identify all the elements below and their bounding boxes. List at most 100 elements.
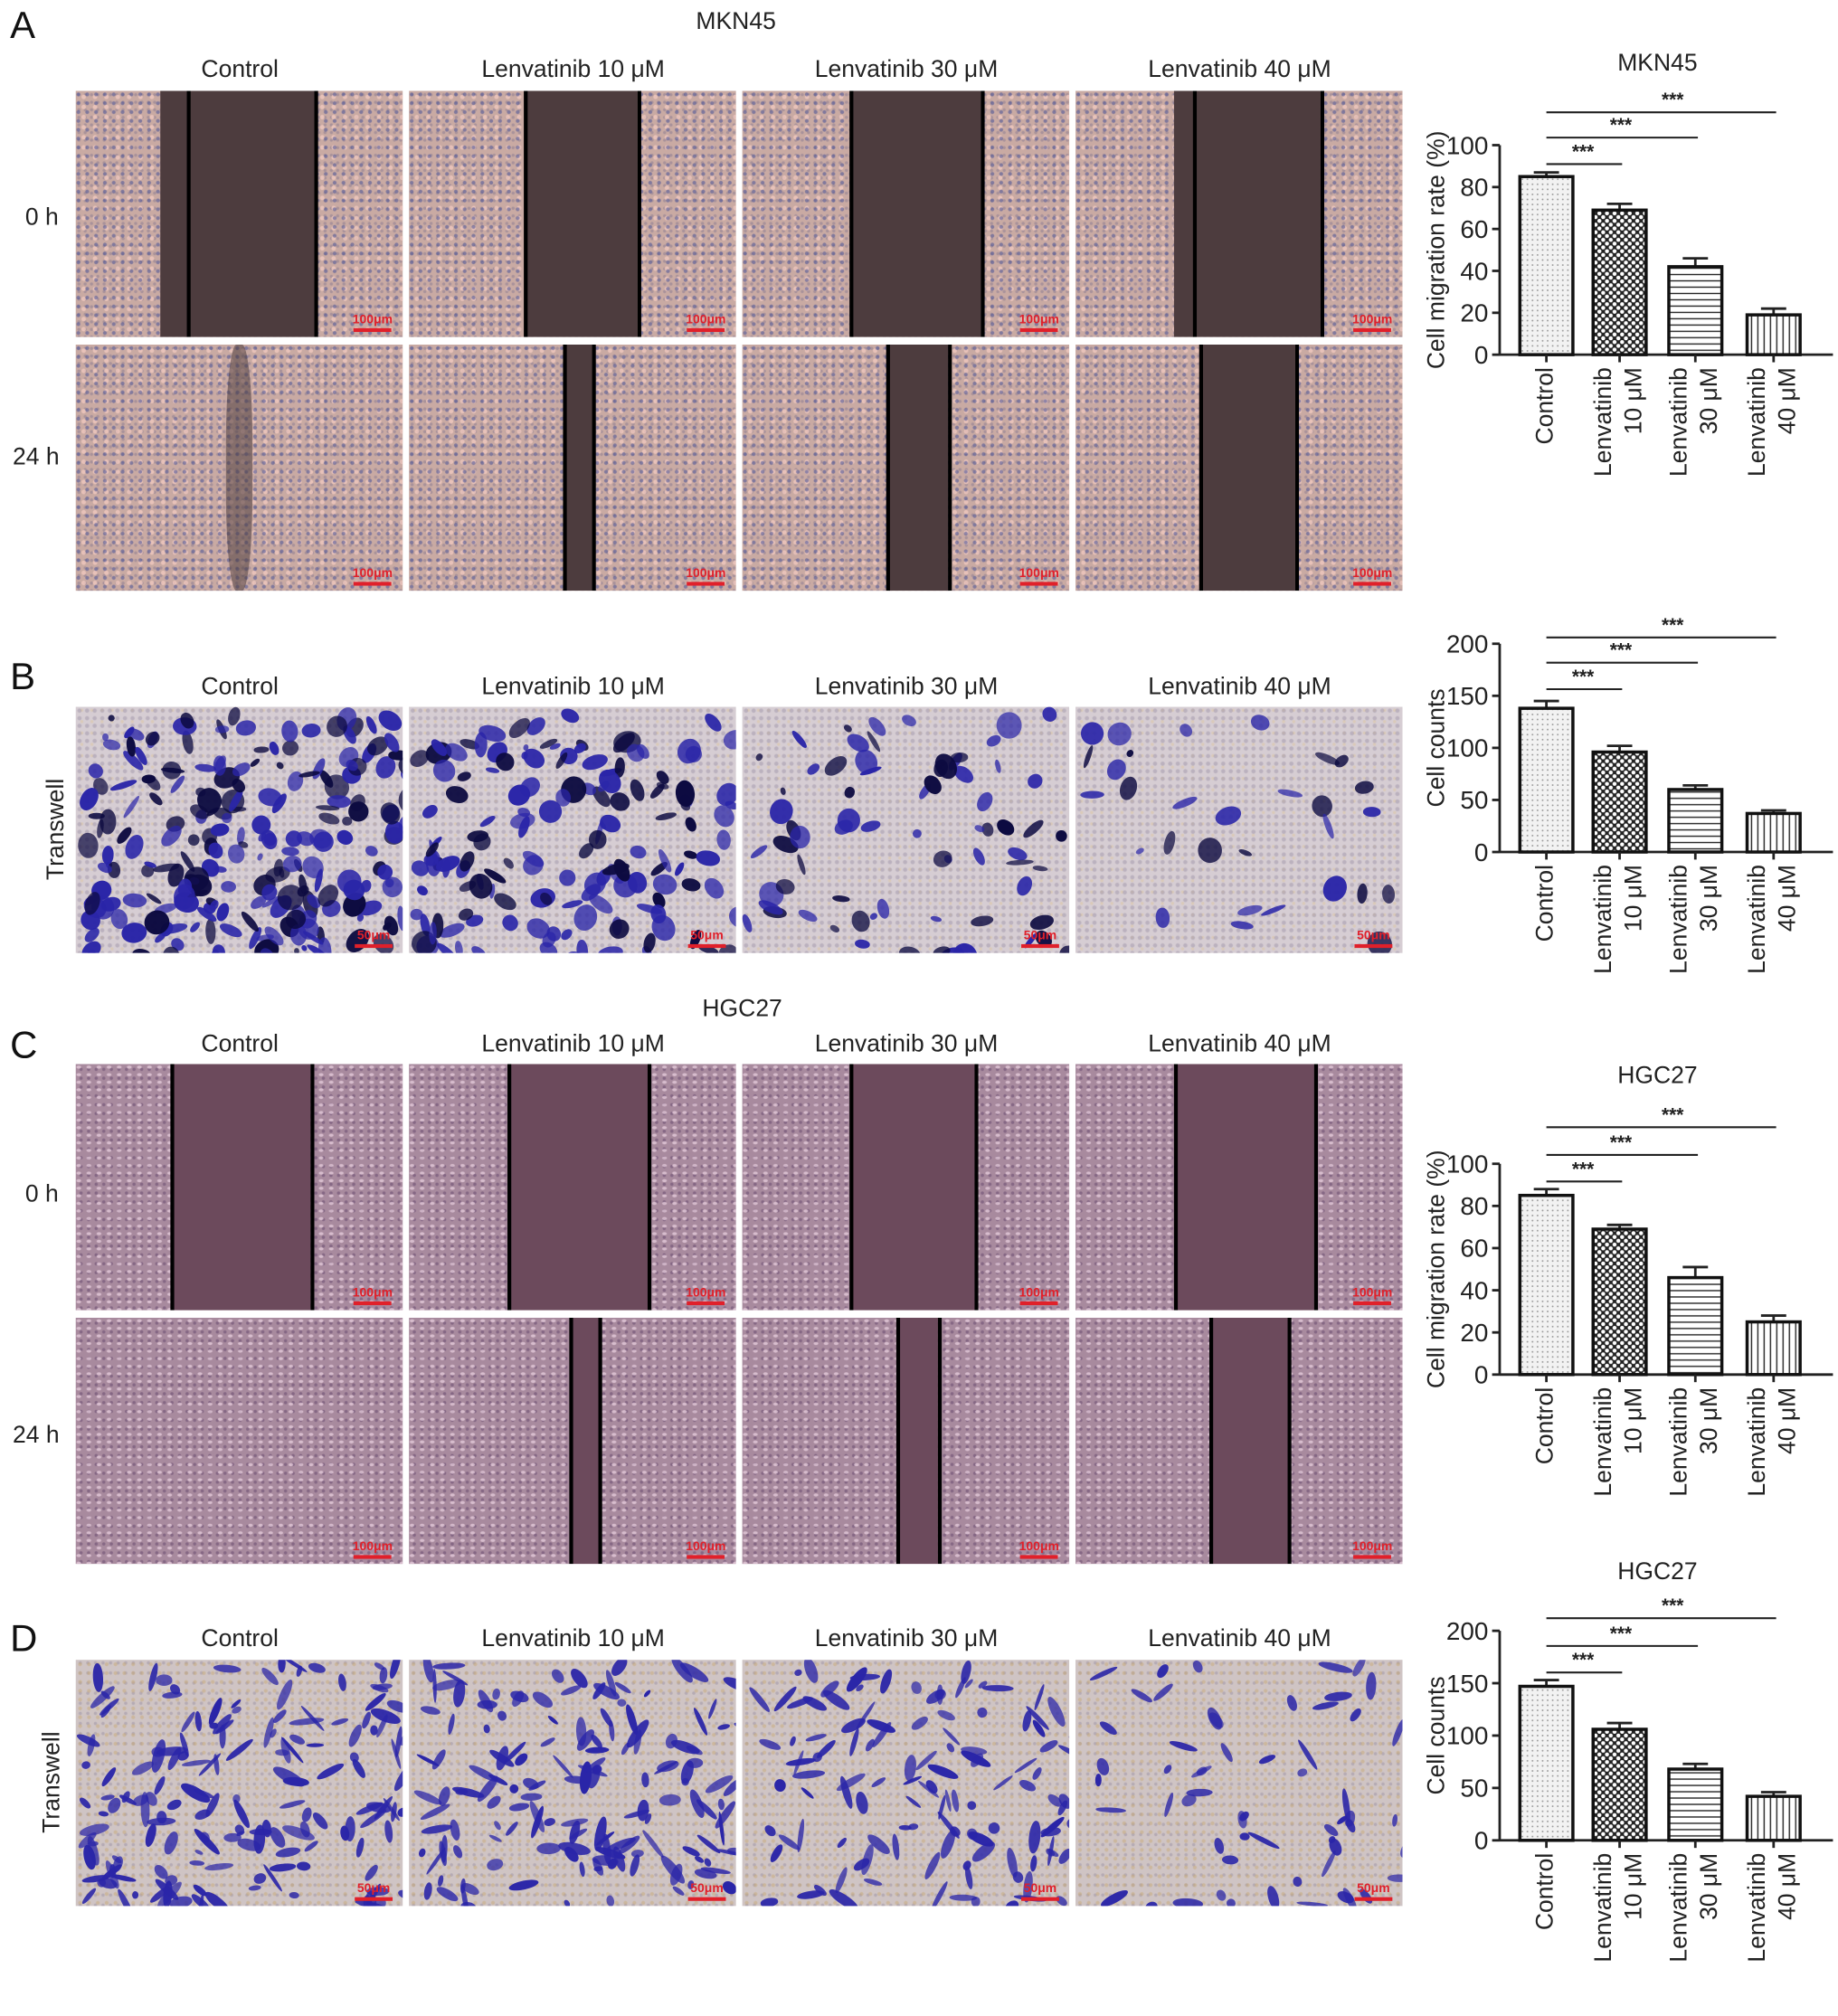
stained-cell [296, 1861, 310, 1871]
stained-cell [1353, 781, 1374, 796]
stained-cell [1312, 1700, 1338, 1712]
stained-cell [78, 832, 99, 858]
bar [1593, 1729, 1646, 1841]
scale-bar-line [354, 1301, 392, 1305]
stained-cell [749, 842, 769, 860]
scale-bar-label: 50μm [1354, 1882, 1392, 1896]
scale-bar-line [687, 1555, 725, 1558]
scale-bar-line [688, 1898, 726, 1901]
scale-bar-label: 50μm [355, 929, 393, 942]
stained-cell [1025, 771, 1046, 791]
stained-cell [936, 1708, 957, 1724]
stained-cell [1296, 1766, 1308, 1777]
stained-cell [1236, 904, 1263, 918]
x-tick-label: Lenvatinib [1743, 865, 1770, 974]
stained-cell [300, 722, 321, 737]
scale-bar: 100μm [686, 313, 725, 332]
stained-cell [420, 1704, 441, 1716]
stained-cell [260, 1665, 280, 1687]
column-header: Lenvatinib 40 μM [1075, 1626, 1404, 1654]
y-axis-label: Cell migration rate (%) [1423, 1150, 1450, 1388]
bar [1593, 210, 1646, 355]
significance-label: *** [1662, 1104, 1684, 1125]
stained-cell [974, 790, 996, 814]
stained-cell [505, 1821, 519, 1837]
x-tick-label: Lenvatinib [1589, 1853, 1616, 1963]
column-header: Lenvatinib 30 μM [743, 1031, 1071, 1059]
stained-cell [1318, 1660, 1354, 1675]
cell-line-title-mkn45: MKN45 [572, 9, 900, 37]
stained-cell [141, 774, 156, 783]
stained-cell [673, 861, 687, 877]
scale-bar-label: 100μm [353, 567, 393, 581]
stained-cell [774, 1779, 787, 1793]
wound-edge-line [524, 90, 527, 336]
scale-bar: 100μm [1352, 313, 1392, 332]
stained-cell [449, 1818, 461, 1841]
stained-cell [1006, 858, 1034, 866]
wound-edge-line [648, 1064, 651, 1310]
stained-cell [854, 1791, 869, 1815]
stained-cell [122, 795, 141, 819]
scale-bar-line [1353, 1555, 1391, 1558]
stained-cell [1318, 872, 1351, 906]
stained-cell [415, 884, 430, 898]
x-tick-label: 10 μM [1619, 1387, 1646, 1454]
stained-cell [876, 897, 892, 920]
x-tick-label: 30 μM [1695, 865, 1722, 932]
stained-cell [396, 1888, 403, 1904]
stained-cell [239, 910, 261, 934]
stained-cell [221, 812, 232, 824]
stained-cell [1239, 1833, 1249, 1841]
wound-edge-line [1173, 1064, 1177, 1310]
stained-cell [1381, 885, 1395, 904]
stained-cell [364, 1863, 381, 1882]
stained-cell [1170, 794, 1198, 811]
scratch-gap [524, 90, 638, 336]
stained-cell [289, 1732, 306, 1746]
stained-cell [1246, 1830, 1280, 1850]
stained-cell [681, 1844, 701, 1858]
stained-cell [1045, 1695, 1068, 1728]
stained-cell [1077, 720, 1105, 748]
scale-bar: 100μm [353, 567, 393, 586]
stained-cell [235, 719, 257, 737]
x-tick-label: Lenvatinib [1665, 865, 1692, 974]
x-tick-label: Lenvatinib [1589, 865, 1616, 974]
column-header: Lenvatinib 40 μM [1075, 1031, 1404, 1059]
stained-cell [478, 813, 497, 828]
scale-bar-line [1021, 1898, 1059, 1901]
stained-cell [303, 1840, 319, 1853]
stained-cell [629, 844, 648, 860]
scale-bar-label: 100μm [1352, 1540, 1392, 1554]
stained-cell [1222, 1855, 1239, 1865]
y-tick-label: 20 [1460, 299, 1488, 327]
stained-cell [1214, 1888, 1227, 1902]
stained-cell [1398, 1841, 1403, 1859]
scale-bar-label: 50μm [1021, 1882, 1059, 1896]
stained-cell [189, 1860, 204, 1867]
stained-cell [558, 707, 581, 726]
scale-bar-label: 100μm [686, 567, 725, 581]
stained-cell [905, 1794, 922, 1809]
scale-bar: 100μm [353, 313, 393, 332]
wound-edge-line [850, 1064, 854, 1310]
stained-cell [1321, 813, 1335, 839]
scale-bar-label: 100μm [1019, 1286, 1059, 1300]
row-label-0h: 0 h [25, 204, 59, 232]
stained-cell [549, 1667, 566, 1685]
column-header: Lenvatinib 40 μM [1075, 674, 1404, 702]
bar [1669, 267, 1722, 355]
scale-bar-line [354, 1555, 392, 1558]
significance-label: *** [1572, 667, 1595, 687]
scale-bar: 50μm [1354, 1882, 1392, 1901]
bar [1669, 1769, 1722, 1841]
stained-cell [900, 713, 918, 729]
bar [1520, 708, 1573, 852]
stained-cell [1089, 1664, 1119, 1681]
column-header: Lenvatinib 30 μM [743, 57, 1071, 85]
y-tick-label: 0 [1474, 341, 1489, 369]
bar [1593, 1229, 1646, 1375]
stained-cell [1003, 1898, 1020, 1907]
